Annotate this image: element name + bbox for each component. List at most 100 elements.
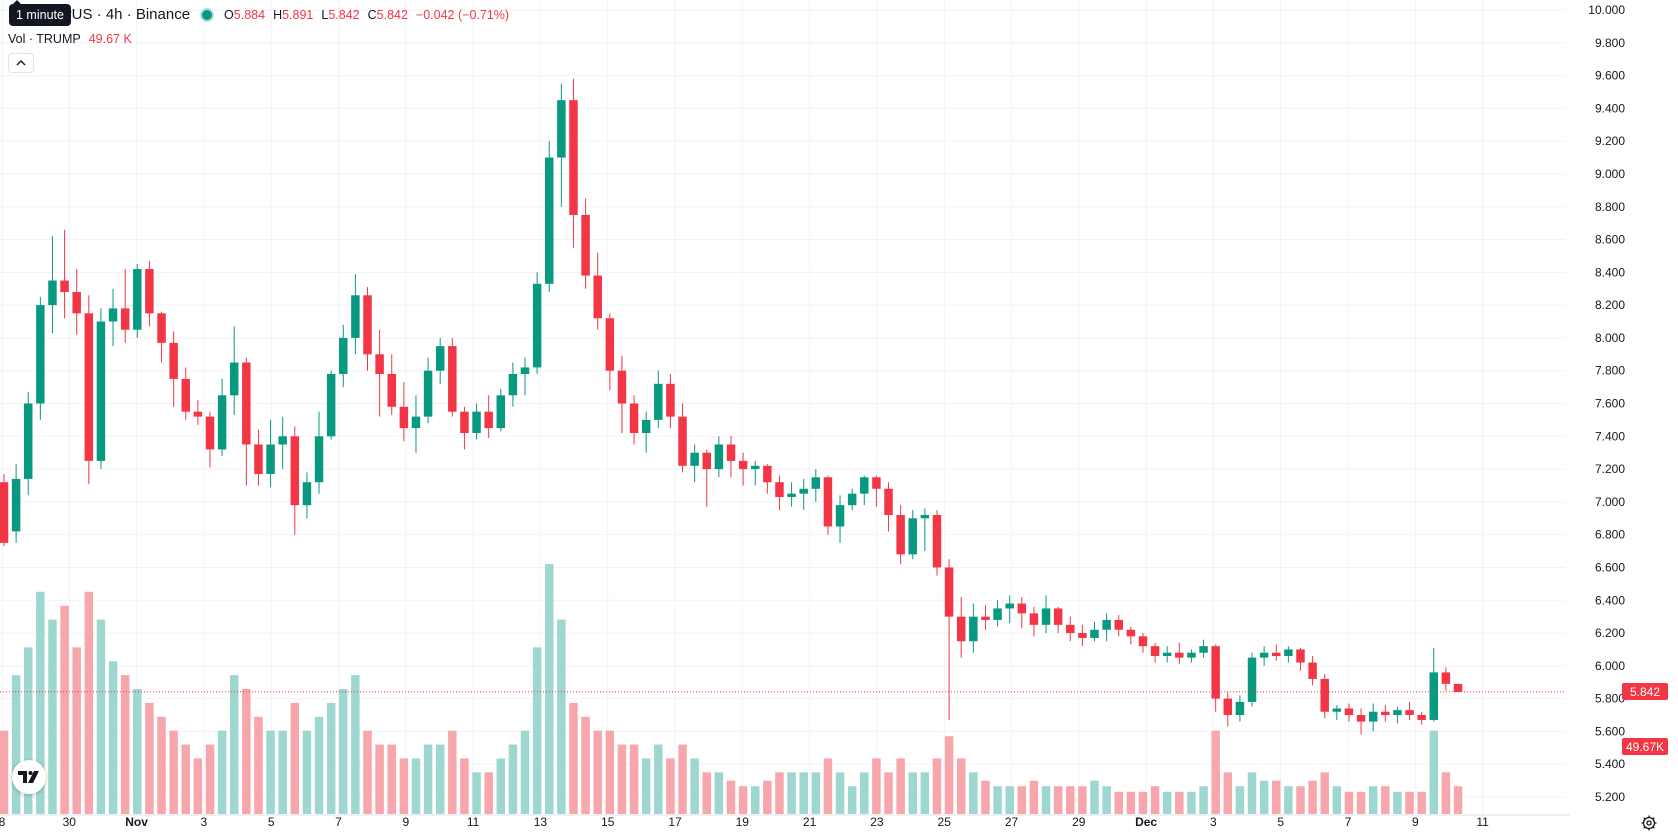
candle-body — [1162, 652, 1172, 656]
x-tick-label: 27 — [1005, 815, 1019, 829]
candle-body — [1066, 624, 1075, 634]
candle-body — [133, 269, 142, 330]
candle-body — [981, 616, 990, 620]
volume-bar — [120, 675, 130, 814]
candle-body — [654, 383, 663, 420]
candle-body — [1138, 636, 1148, 647]
candle-body — [1272, 652, 1281, 656]
volume-bar — [738, 786, 748, 814]
candle-body — [326, 373, 336, 437]
candle-body — [1187, 652, 1196, 658]
volume-bar — [981, 780, 990, 814]
x-tick-label: 5 — [268, 815, 275, 829]
volume-bar — [557, 619, 566, 814]
volume-bar — [969, 772, 978, 814]
volume-bar — [1441, 772, 1451, 814]
volume-bar — [1175, 791, 1184, 814]
candle-body — [1114, 619, 1123, 630]
market-status-icon[interactable] — [200, 7, 215, 22]
x-tick-label: Nov — [125, 815, 148, 829]
volume-bar — [714, 772, 724, 814]
volume-bar — [11, 675, 21, 814]
volume-bar — [1308, 780, 1317, 814]
volume-bar — [835, 772, 845, 814]
candle-body — [847, 493, 857, 506]
volume-bar — [36, 591, 45, 814]
candle-body — [763, 465, 772, 483]
candle-body — [193, 411, 203, 417]
candle-body — [1368, 711, 1378, 722]
candle-body — [290, 436, 300, 506]
volume-bar — [1162, 791, 1172, 814]
x-tick-label: 8 — [0, 815, 6, 829]
candle-body — [314, 436, 324, 483]
volume-bar — [641, 758, 651, 814]
volume-bar — [254, 716, 263, 814]
x-tick-label: 17 — [668, 815, 682, 829]
volume-bar — [750, 786, 760, 814]
y-tick-label: 6.200 — [1595, 626, 1625, 640]
volume-bar — [1029, 780, 1039, 814]
x-tick-label: 23 — [870, 815, 884, 829]
volume-bar — [545, 564, 554, 814]
candle-body — [1296, 649, 1305, 663]
candle-body — [884, 488, 893, 515]
volume-bar — [48, 619, 57, 814]
candle-body — [1150, 646, 1160, 656]
candle-body — [702, 452, 712, 470]
candle-body — [508, 373, 518, 396]
volume-bar — [72, 647, 81, 814]
y-tick-label: 9.200 — [1595, 134, 1625, 148]
candle-body — [460, 411, 469, 434]
volume-bar — [1066, 786, 1075, 814]
candle-body — [690, 452, 699, 466]
x-tick-label: 30 — [63, 815, 77, 829]
candle-body — [920, 514, 930, 519]
candle-body — [496, 395, 506, 429]
collapse-legend-button[interactable] — [8, 53, 34, 73]
volume-bar — [193, 758, 203, 814]
volume-legend-label[interactable]: Vol · TRUMP — [8, 32, 81, 46]
candle-body — [557, 100, 566, 158]
y-tick-label: 8.800 — [1595, 200, 1625, 214]
candle-body — [860, 477, 869, 494]
volume-bar — [1284, 786, 1293, 814]
candle-body — [956, 616, 966, 642]
volume-bar — [581, 716, 590, 814]
candle-body — [120, 308, 130, 330]
x-tick-label: 25 — [938, 815, 952, 829]
candle-body — [1223, 698, 1233, 716]
x-tick-label: 11 — [1476, 815, 1489, 829]
x-tick-label: 29 — [1072, 815, 1086, 829]
volume-bar — [1393, 791, 1402, 814]
ohlc-change: −0.042 (−0.71%) — [415, 7, 510, 22]
volume-bar — [787, 772, 796, 814]
gear-icon[interactable] — [1640, 814, 1658, 832]
y-tick-label: 8.200 — [1595, 298, 1625, 312]
y-tick-label: 6.600 — [1595, 560, 1625, 574]
candle-body — [96, 321, 106, 461]
candle-body — [229, 362, 239, 396]
volume-bar — [484, 772, 493, 814]
volume-bar — [472, 772, 481, 814]
volume-bar — [1235, 786, 1245, 814]
x-tick-label: 7 — [335, 815, 342, 829]
candle-body — [1381, 711, 1390, 716]
volume-bar — [314, 716, 324, 814]
candle-body — [36, 305, 45, 404]
volume-bar — [1356, 791, 1366, 814]
volume-bar — [702, 772, 712, 814]
volume-bar — [944, 736, 954, 814]
y-tick-label: 8.600 — [1595, 233, 1625, 247]
candle-body — [738, 460, 748, 470]
volume-bar — [387, 744, 396, 814]
y-tick-label: 9.000 — [1595, 167, 1625, 181]
candle-body — [1429, 672, 1439, 720]
candle-body — [169, 342, 178, 379]
volume-bar — [363, 730, 372, 814]
tradingview-logo[interactable] — [12, 760, 46, 794]
candle-body — [435, 346, 445, 371]
volume-bar — [460, 758, 469, 814]
